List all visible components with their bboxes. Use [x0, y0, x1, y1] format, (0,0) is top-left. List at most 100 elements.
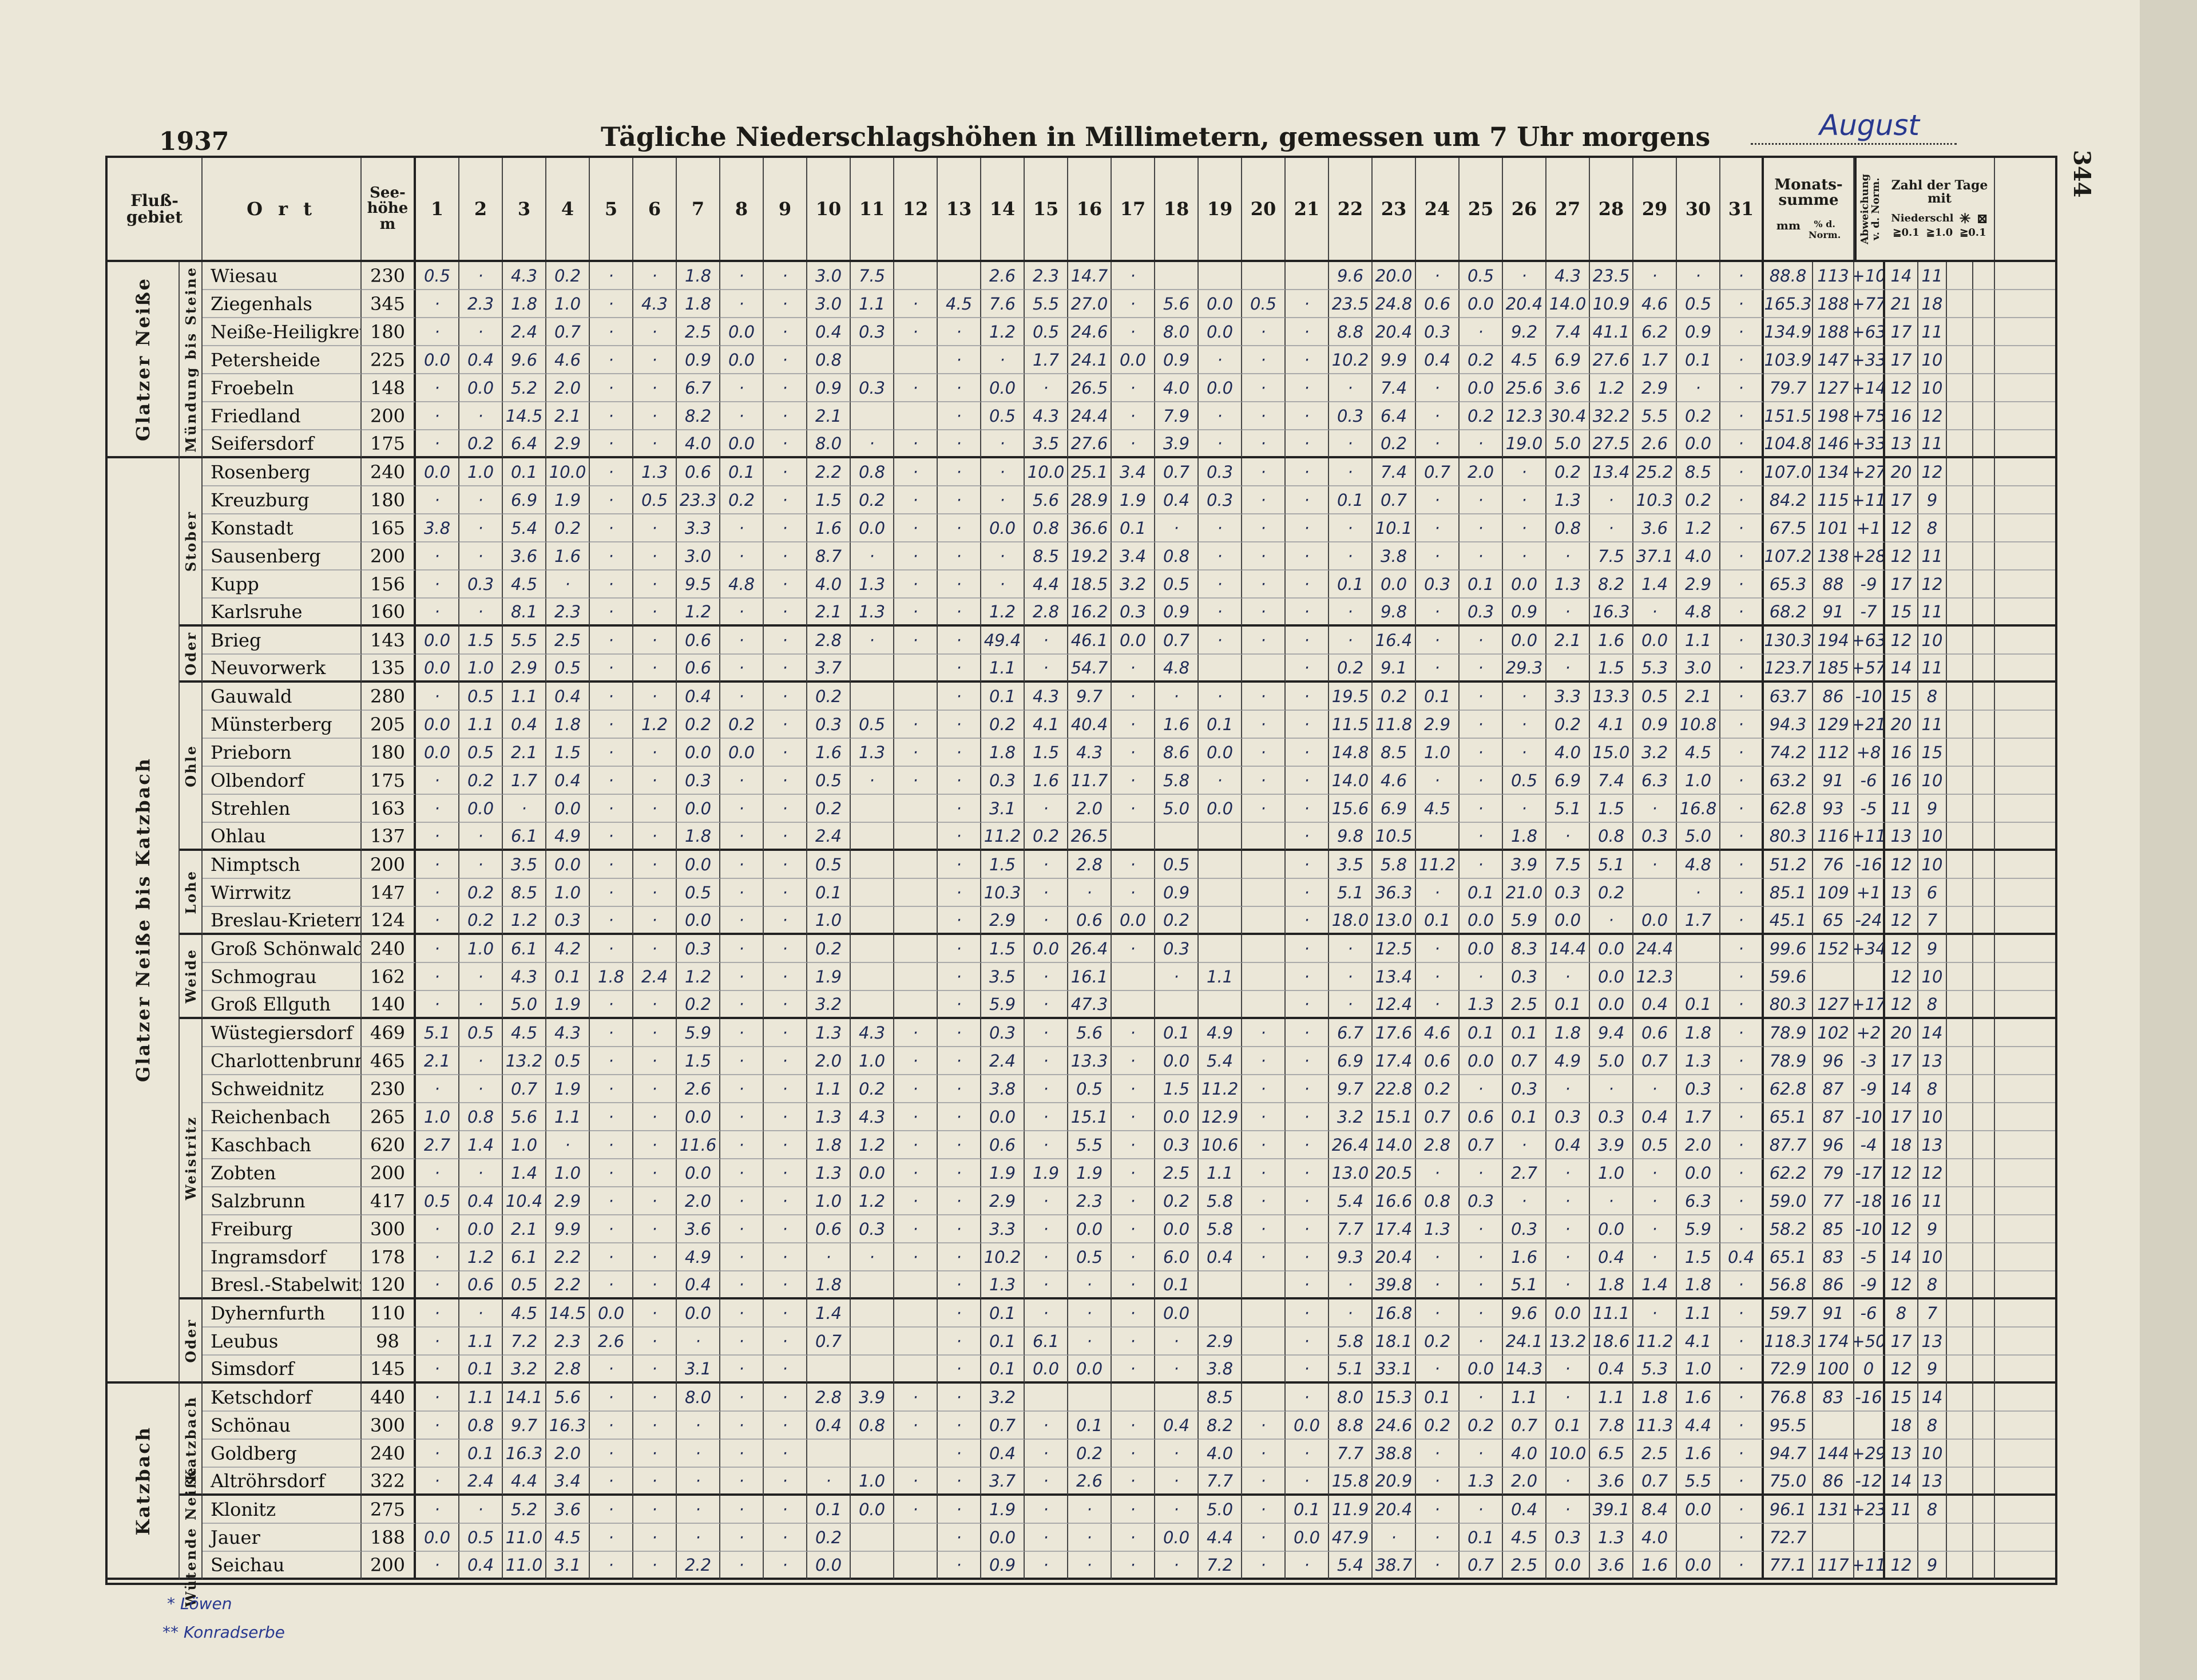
day-value: · [764, 346, 807, 374]
percent-of-normal: 116 [1813, 823, 1854, 851]
day-value: · [590, 1187, 633, 1215]
day-value: · [1546, 1356, 1590, 1384]
day-value: 12.4 [1373, 991, 1416, 1019]
day-value: · [894, 374, 938, 402]
day-value: · [1025, 1496, 1068, 1524]
station-elevation: 145 [362, 1356, 416, 1384]
day-value: 0.0 [677, 1159, 720, 1187]
percent-of-normal: 188 [1813, 290, 1854, 318]
monthly-sum: 80.3 [1764, 991, 1813, 1019]
day-value: 32.2 [1590, 402, 1633, 430]
monthly-sum: 94.3 [1764, 711, 1813, 739]
day-value: 2.1 [1546, 627, 1590, 655]
day-value: 0.8 [807, 346, 851, 374]
day-value: · [1112, 879, 1155, 907]
day-value: · [1286, 1159, 1329, 1187]
monthly-sum: 72.7 [1764, 1524, 1813, 1552]
day-value: · [938, 1159, 981, 1187]
day-value: · [1025, 1412, 1068, 1440]
day-value: 1.9 [546, 1075, 590, 1103]
day-value: · [1720, 851, 1764, 879]
day-value: · [1025, 1524, 1068, 1552]
day-value: 0.1 [503, 458, 546, 486]
day-value: 9.6 [503, 346, 546, 374]
deviation-from-normal: +14 [1854, 374, 1885, 402]
days-snow [1947, 1243, 1973, 1271]
day-value: 10.0 [1025, 458, 1068, 486]
day-value: · [1286, 683, 1329, 711]
station-name: Ohlau [203, 823, 362, 851]
days-ge-1-0: 12 [1918, 570, 1947, 599]
day-value: 0.0 [981, 374, 1025, 402]
day-value: · [894, 767, 938, 795]
monthly-sum: 107.0 [1764, 458, 1813, 486]
day-value: 4.9 [1546, 1047, 1590, 1075]
day-value: 0.3 [1155, 935, 1199, 963]
day-value: 1.1 [851, 290, 894, 318]
day-value: · [1590, 1187, 1633, 1215]
extra-cell [1995, 290, 2055, 318]
days-ge-1-0: 8 [1918, 683, 1947, 711]
monthly-sum: 62.8 [1764, 795, 1813, 823]
day-value: 8.7 [807, 542, 851, 570]
day-value: · [590, 1019, 633, 1047]
day-value: 4.0 [1546, 739, 1590, 767]
day-value: 2.6 [677, 1075, 720, 1103]
day-value: · [1068, 1552, 1112, 1580]
day-value: · [1416, 1468, 1460, 1496]
day-value [1242, 655, 1286, 683]
day-value: · [1416, 1299, 1460, 1328]
percent-of-normal: 113 [1813, 262, 1854, 290]
day-value: 0.0 [851, 1159, 894, 1187]
day-value: 0.2 [1460, 402, 1503, 430]
day-value: · [720, 542, 764, 570]
day-value: 0.4 [459, 1187, 503, 1215]
day-value: · [764, 262, 807, 290]
day-value: · [764, 1159, 807, 1187]
day-value: · [1155, 683, 1199, 711]
day-value: 3.1 [546, 1552, 590, 1580]
day-value: 8.6 [1155, 739, 1199, 767]
day-value: 2.0 [1460, 458, 1503, 486]
day-value [894, 963, 938, 991]
day-value: · [590, 711, 633, 739]
days-box [1973, 458, 1995, 486]
day-value [894, 1356, 938, 1384]
day-value: · [1112, 1356, 1155, 1384]
day-value: · [1155, 1328, 1199, 1356]
station-elevation: 240 [362, 458, 416, 486]
day-value: 9.6 [1503, 1299, 1546, 1328]
day-value: 0.0 [1633, 627, 1677, 655]
header-day-9: 9 [764, 158, 807, 260]
days-box [1973, 1552, 1995, 1580]
days-snow [1947, 907, 1973, 935]
day-value: 5.5 [1633, 402, 1677, 430]
day-value: 0.4 [1546, 1131, 1590, 1159]
deviation-from-normal: -7 [1854, 599, 1885, 627]
day-value: · [1286, 514, 1329, 542]
day-value: · [894, 1019, 938, 1047]
day-value: 0.5 [546, 1047, 590, 1075]
day-value: 0.4 [459, 346, 503, 374]
day-value: 8.2 [1199, 1412, 1242, 1440]
group-4-sub-text: Lohe [182, 869, 199, 914]
day-value: 7.4 [1373, 374, 1416, 402]
day-value: 16.2 [1068, 599, 1112, 627]
extra-cell [1995, 879, 2055, 907]
day-value: · [1025, 851, 1068, 879]
day-value: 4.5 [503, 1299, 546, 1328]
day-value: · [1720, 1552, 1764, 1580]
day-value: 12.3 [1633, 963, 1677, 991]
day-value: · [851, 1243, 894, 1271]
day-value: · [633, 1075, 677, 1103]
day-value: 0.1 [1155, 1019, 1199, 1047]
day-value: · [1286, 1440, 1329, 1468]
days-ge-0-1: 13 [1885, 1440, 1918, 1468]
day-value: · [938, 1552, 981, 1580]
day-value: · [720, 767, 764, 795]
day-value: · [1329, 458, 1373, 486]
day-value: 4.8 [1155, 655, 1199, 683]
day-value: 0.0 [1590, 935, 1633, 963]
day-value: · [894, 627, 938, 655]
day-value: 1.0 [1416, 739, 1460, 767]
